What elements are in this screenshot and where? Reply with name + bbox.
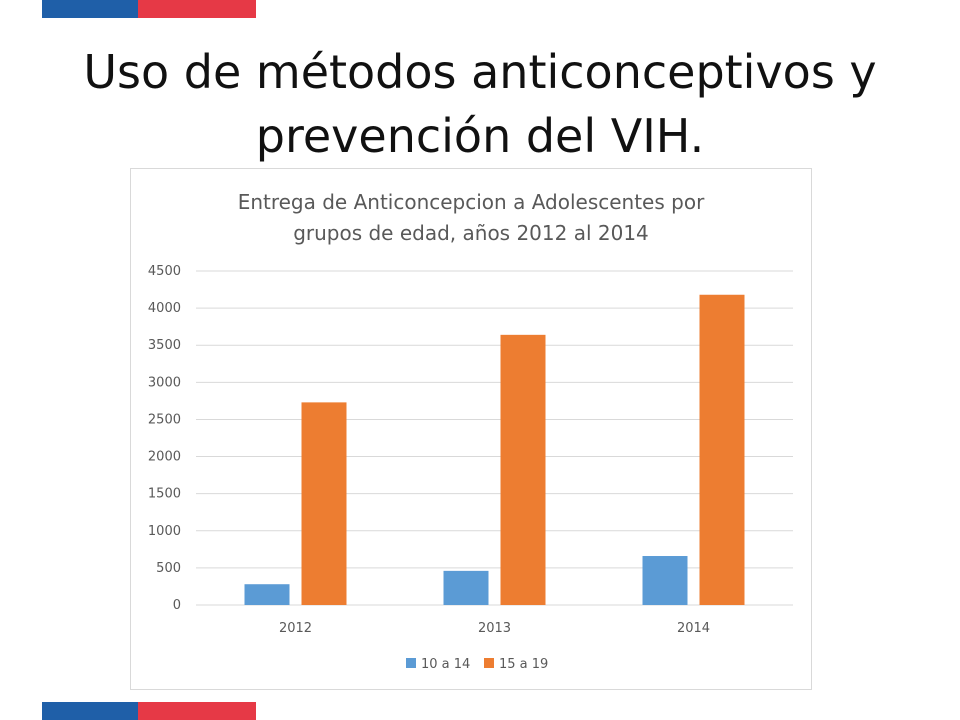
slide-title-line-1: Uso de métodos anticonceptivos y [83,45,877,99]
x-tick-label-2012: 2012 [279,621,312,636]
bar-10-a-14-2012 [244,584,290,605]
bottom-stripe-blue [42,702,138,720]
legend-swatch-1 [406,658,416,668]
legend-label-2: 15 a 19 [499,657,548,672]
y-tick-label-1000: 1000 [148,524,181,539]
y-tick-label-3500: 3500 [148,338,181,353]
top-stripe-red [138,0,256,18]
chart-legend: 10 a 14 15 a 19 [406,657,548,672]
bottom-stripe-red [138,702,256,720]
x-axis-labels: 2012 2013 2014 [279,621,710,636]
bar-10-a-14-2014 [642,556,688,605]
y-tick-label-2000: 2000 [148,450,181,465]
x-tick-label-2013: 2013 [478,621,511,636]
slide-title-line-2: prevención del VIH. [255,109,705,163]
bottom-flag-stripe [42,702,256,720]
chart-title-line-2: grupos de edad, años 2012 al 2014 [293,221,649,245]
y-tick-label-4000: 4000 [148,301,181,316]
chart-frame: Entrega de Anticoncepcion a Adolescentes… [130,168,812,690]
y-tick-label-0: 0 [173,598,181,613]
y-tick-label-2500: 2500 [148,412,181,427]
top-stripe-blue [42,0,138,18]
chart-gridlines [196,270,793,606]
bar-15-a-19-2012 [301,402,347,605]
y-tick-label-4500: 4500 [148,264,181,279]
slide-title: Uso de métodos anticonceptivos y prevenc… [0,40,960,168]
y-tick-label-500: 500 [156,561,181,576]
bar-chart: Entrega de Anticoncepcion a Adolescentes… [148,190,793,672]
chart-title-line-1: Entrega de Anticoncepcion a Adolescentes… [238,190,705,214]
bar-15-a-19-2013 [500,334,546,605]
top-flag-stripe [42,0,256,18]
y-tick-label-3000: 3000 [148,375,181,390]
bar-10-a-14-2013 [443,570,489,605]
y-axis-labels: 0 500 1000 1500 2000 2500 3000 3500 4000 4500 [148,264,181,613]
legend-swatch-2 [484,658,494,668]
bar-15-a-19-2014 [699,294,745,605]
y-tick-label-1500: 1500 [148,487,181,502]
x-tick-label-2014: 2014 [677,621,710,636]
legend-label-1: 10 a 14 [421,657,470,672]
chart-bars [244,294,745,605]
